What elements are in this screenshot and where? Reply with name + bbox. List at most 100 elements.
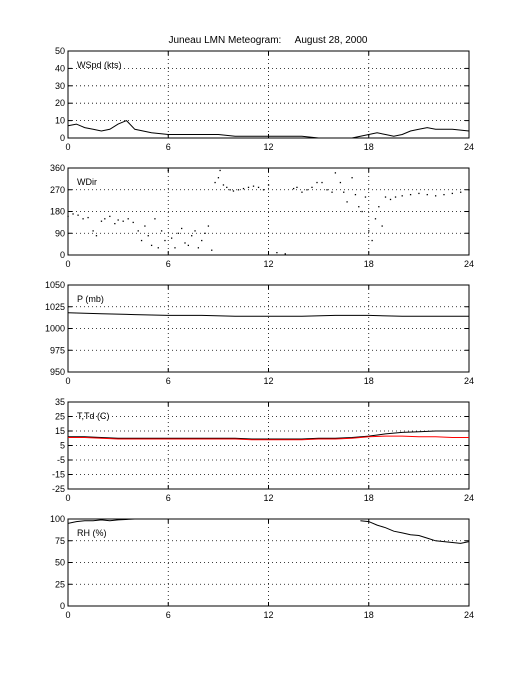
wspd-xtick-label: 6 (166, 142, 171, 152)
wdir-point (219, 169, 221, 172)
wspd-ytick-label: 20 (55, 98, 65, 108)
temp-xtick-label: 24 (464, 493, 474, 503)
rh-series-line-2 (360, 520, 470, 544)
figure-title: Juneau LMN Meteogram: August 28, 2000 (168, 35, 367, 46)
wdir-point (187, 244, 189, 247)
wdir-xtick-label: 12 (263, 259, 273, 269)
wdir-panel-label: WDir (77, 177, 97, 187)
wdir-point (237, 189, 240, 191)
temp-xtick-label: 18 (364, 493, 374, 503)
wdir-point (174, 247, 176, 249)
temp-panel-label: T,Td (C) (77, 411, 110, 421)
wdir-point (339, 181, 342, 184)
wdir-point (326, 189, 328, 191)
wdir-point (394, 196, 397, 198)
temp-series-line-2 (68, 435, 469, 441)
wdir-point (247, 186, 250, 189)
wdir-xtick-label: 6 (166, 259, 171, 269)
wdir-point (267, 184, 270, 186)
wdir-point (164, 239, 166, 242)
wdir-point (170, 237, 173, 239)
wdir-xtick-label: 0 (65, 259, 70, 269)
wdir-point (226, 186, 228, 189)
wdir-point (242, 187, 245, 190)
wdir-point (346, 201, 348, 203)
wdir-point (451, 192, 453, 195)
wspd-xtick-label: 12 (263, 142, 273, 152)
pressure-ytick-label: 950 (50, 367, 65, 377)
wdir-point (409, 193, 412, 196)
wdir-point (222, 184, 225, 186)
wspd-series-line-1 (67, 120, 470, 139)
wdir-point (197, 247, 200, 249)
wdir-point (140, 239, 143, 242)
wdir-point (92, 230, 94, 232)
wdir-point (77, 214, 79, 216)
wdir-point (87, 216, 89, 219)
wdir-point (150, 244, 153, 247)
wdir-point (306, 189, 308, 191)
wdir-point (381, 225, 383, 227)
wdir-point (358, 206, 360, 208)
wdir-point (460, 191, 462, 193)
wdir-point (468, 189, 470, 191)
pressure-ytick-label: 975 (50, 345, 65, 355)
rh-panel-label: RH (%) (77, 528, 107, 538)
rh-series-line-1 (67, 518, 169, 524)
wdir-point (321, 181, 323, 184)
rh-ytick-label: 25 (55, 579, 65, 589)
wdir-ytick-label: 0 (60, 250, 65, 260)
wdir-point (371, 239, 373, 242)
wdir-point (201, 239, 203, 242)
wdir-point (434, 195, 437, 197)
wdir-ytick-label: 270 (50, 185, 65, 195)
wdir-point (257, 186, 260, 189)
wdir-point (67, 215, 69, 218)
rh-xtick-label: 18 (364, 610, 374, 620)
wdir-point (418, 192, 420, 195)
wdir-point (368, 230, 370, 232)
rh-xtick-label: 24 (464, 610, 474, 620)
wdir-point (262, 189, 265, 191)
wdir-point (137, 230, 139, 232)
wdir-point (100, 220, 103, 222)
wdir-point (95, 235, 98, 237)
wdir-point (426, 193, 428, 196)
pressure-panel-label: P (mb) (77, 294, 104, 304)
pressure-ytick-label: 1000 (45, 324, 65, 334)
temp-xtick-label: 6 (166, 493, 171, 503)
wdir-point (276, 251, 278, 254)
wdir-point (351, 177, 353, 179)
wdir-point (343, 191, 345, 193)
pressure-series-line-1 (67, 312, 469, 317)
wdir-point (443, 193, 445, 196)
rh-ytick-label: 100 (50, 514, 65, 524)
pressure-panel: 0 6 12 18 24 950 975 1000 1025 1050 P (mb) (45, 280, 474, 386)
wdir-point (284, 253, 286, 255)
wdir-point (147, 235, 149, 237)
wspd-ytick-label: 10 (55, 116, 65, 126)
temp-ytick-label: 25 (55, 412, 65, 422)
wdir-point (104, 218, 106, 220)
wdir-point (122, 220, 124, 222)
wdir-point (378, 206, 380, 208)
wdir-point (177, 232, 179, 234)
pressure-xtick-label: 6 (166, 376, 171, 386)
temp-ytick-label: -5 (57, 455, 65, 465)
wdir-point (144, 225, 146, 227)
temp-panel: 0 6 12 18 24 -25 -15 -5 5 15 25 35 T,Td (C) (52, 397, 474, 503)
wdir-point (154, 218, 156, 220)
wdir-point (401, 195, 403, 197)
wdir-point (167, 169, 169, 172)
wdir-ytick-label: 90 (55, 228, 65, 238)
rh-xtick-label: 6 (166, 610, 171, 620)
wspd-xtick-label: 24 (464, 142, 474, 152)
wdir-point (211, 249, 213, 251)
wspd-panel-label: WSpd (kts) (77, 60, 122, 70)
rh-panel: 0 6 12 18 24 0 25 50 75 100 RH (%) (50, 514, 474, 620)
wspd-ytick-label: 50 (55, 46, 65, 56)
temp-ytick-label: 5 (60, 441, 65, 451)
wdir-point (334, 172, 337, 174)
wdir-point (109, 215, 111, 218)
